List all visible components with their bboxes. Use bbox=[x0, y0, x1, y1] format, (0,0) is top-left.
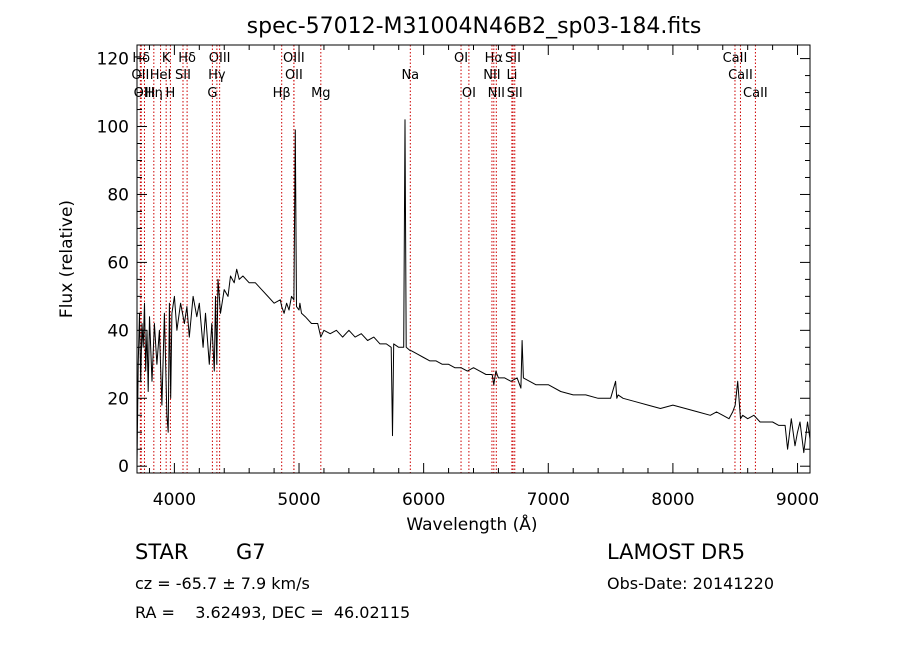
coordinates: RA = 3.62493, DEC = 46.02115 bbox=[135, 603, 411, 622]
y-tick-label: 80 bbox=[107, 185, 129, 205]
spectral-line-label: CaII bbox=[743, 86, 768, 101]
x-tick-label: 4000 bbox=[153, 490, 196, 510]
spectral-line-label: CaII bbox=[728, 68, 753, 83]
spectral-line-label: SII bbox=[505, 51, 521, 66]
object-subclass: G7 bbox=[236, 540, 266, 564]
spectrum-series bbox=[136, 119, 811, 467]
x-tick-label: 9000 bbox=[776, 490, 819, 510]
spectral-line-label: H bbox=[166, 86, 176, 101]
y-tick-label: 40 bbox=[107, 321, 129, 341]
spectral-line-label: K bbox=[162, 51, 171, 66]
spectral-line-label: Li bbox=[506, 68, 517, 83]
spectral-line-label: Hγ bbox=[208, 68, 226, 83]
spectral-line-label: OI bbox=[454, 51, 468, 66]
plot-frame bbox=[136, 44, 811, 474]
axis-ticks: 4000 5000 6000 7000 8000 9000 0 20 40 60 80 100 120 bbox=[97, 45, 819, 510]
redshift-cz: cz = -65.7 ± 7.9 km/s bbox=[135, 574, 310, 593]
spectral-line-label: SII bbox=[175, 68, 191, 83]
spectral-line-label: Hα bbox=[485, 51, 503, 66]
y-tick-label: 100 bbox=[97, 118, 129, 138]
x-tick-label: 8000 bbox=[651, 490, 694, 510]
x-tick-label: 5000 bbox=[277, 490, 320, 510]
spectral-line-label: OIII bbox=[134, 86, 156, 101]
object-type: STAR bbox=[135, 540, 189, 564]
spectral-line-label: OIII bbox=[209, 51, 231, 66]
observation-date: Obs-Date: 20141220 bbox=[607, 574, 775, 593]
chart-title: spec-57012-M31004N46B2_sp03-184.fits bbox=[247, 14, 702, 39]
y-tick-label: 120 bbox=[97, 50, 129, 70]
spectral-line-label: SII bbox=[507, 86, 523, 101]
survey-name: LAMOST DR5 bbox=[607, 540, 746, 564]
spectral-line-label: NII bbox=[483, 68, 500, 83]
spectral-line-label: Hβ bbox=[273, 86, 291, 101]
x-tick-label: 6000 bbox=[402, 490, 445, 510]
spectral-line-label: CaII bbox=[723, 51, 748, 66]
y-axis-label: Flux (relative) bbox=[57, 200, 77, 318]
spectrum-line bbox=[136, 119, 811, 467]
y-tick-label: 20 bbox=[107, 389, 129, 409]
spectral-line-label: Hδ bbox=[178, 51, 196, 66]
x-axis-label: Wavelength (Å) bbox=[406, 513, 537, 535]
x-tick-label: 7000 bbox=[527, 490, 570, 510]
spectral-line-label: G bbox=[207, 86, 217, 101]
y-tick-label: 60 bbox=[107, 253, 129, 273]
spectral-line-label: Mg bbox=[311, 86, 330, 101]
spectral-line-label: NII bbox=[488, 86, 505, 101]
spectral-line-label: OI bbox=[462, 86, 476, 101]
spectral-line-label: Na bbox=[401, 68, 419, 83]
spectral-line-label: OII bbox=[285, 68, 303, 83]
spectral-line-label: Hη bbox=[145, 86, 163, 101]
spectral-line-label: HeI bbox=[150, 68, 172, 83]
y-tick-label: 0 bbox=[118, 457, 129, 477]
